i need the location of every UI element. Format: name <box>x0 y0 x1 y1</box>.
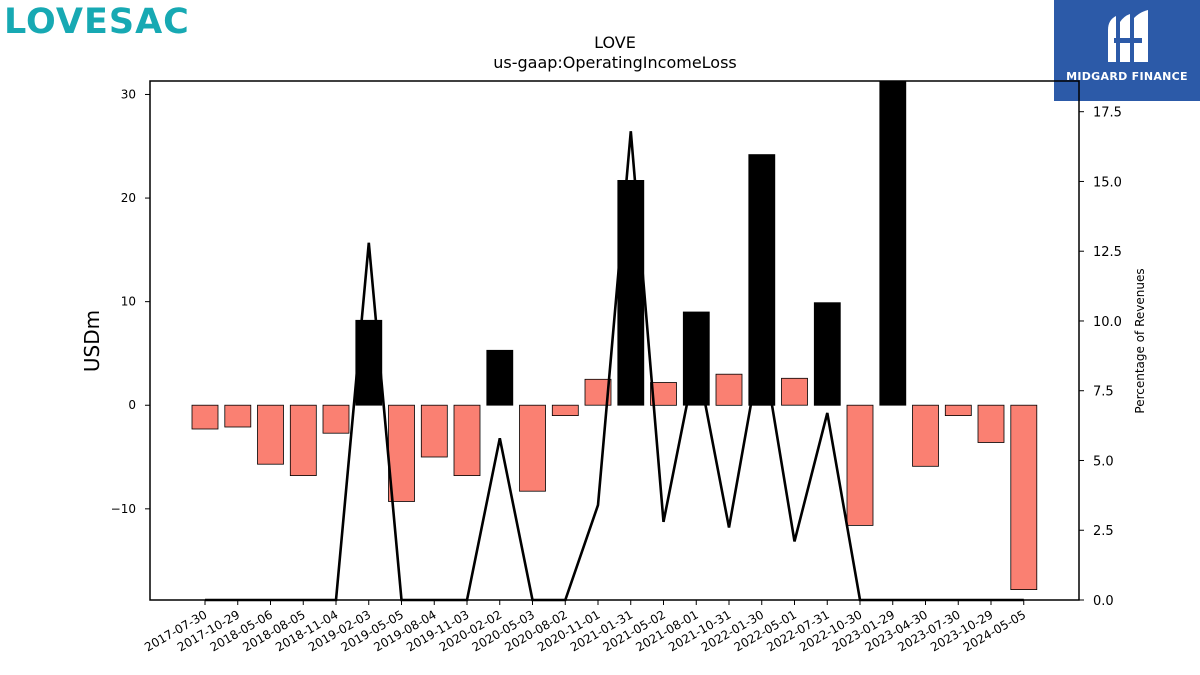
bar-2022-10-30 <box>846 404 874 526</box>
bar-2018-11-04 <box>322 404 350 434</box>
y2-tick-label: 15.0 <box>1093 175 1122 190</box>
y2-tick-label: 10.0 <box>1093 315 1122 330</box>
y-tick-label: 10 <box>121 295 136 309</box>
y2-tick-label: 5.0 <box>1093 454 1114 469</box>
y-tick-label: 0 <box>128 398 136 412</box>
plot-frame <box>149 80 1080 601</box>
chart-title: LOVE <box>594 33 636 52</box>
bar-2021-01-31 <box>617 179 645 406</box>
y2-axis-label: Percentage of Revenues <box>1133 268 1147 413</box>
bar-2023-01-29 <box>879 80 907 406</box>
bars <box>191 80 1038 591</box>
bar-2020-05-03 <box>519 404 546 492</box>
bar-2017-07-30 <box>191 404 219 430</box>
bar-2023-10-29 <box>977 404 1005 443</box>
chart-subtitle: us-gaap:OperatingIncomeLoss <box>493 53 737 72</box>
bar-2022-07-31 <box>813 302 841 406</box>
bar-2020-02-02 <box>486 349 514 406</box>
partner-logo: MIDGARD FINANCE <box>1054 0 1200 101</box>
partner-name: MIDGARD FINANCE <box>1066 70 1188 83</box>
y2-tick-label: 17.5 <box>1093 106 1122 121</box>
bar-2024-05-05 <box>1010 404 1038 591</box>
bar-2021-05-02 <box>650 382 677 406</box>
y-tick-label: 30 <box>121 87 136 101</box>
bar-2023-04-30 <box>912 404 939 467</box>
bar-2018-05-06 <box>257 404 284 465</box>
bar-2019-11-03 <box>453 404 481 477</box>
x-axis: 2017-07-302017-10-292018-05-062018-08-05… <box>142 600 1028 654</box>
bar-2019-08-04 <box>420 404 448 458</box>
y-tick-label: 20 <box>121 191 136 205</box>
bar-2023-07-30 <box>944 404 972 417</box>
y-tick-label: −10 <box>111 502 136 516</box>
y2-tick-label: 12.5 <box>1093 245 1122 260</box>
bar-2022-05-01 <box>781 377 808 406</box>
y-axis-right: 0.0 2.5 5.0 7.5 10.0 12.5 15.0 17.5 <box>1079 106 1122 609</box>
y-axis-left: −10 0 10 20 30 <box>111 87 150 516</box>
bar-2018-08-05 <box>289 404 317 477</box>
bar-2021-10-31 <box>715 373 743 406</box>
y2-tick-label: 7.5 <box>1093 385 1114 400</box>
y-axis-label: USDm <box>80 310 104 372</box>
y2-tick-label: 0.0 <box>1093 594 1114 609</box>
bar-2019-05-05 <box>388 404 415 502</box>
brand-logo: LOVESAC <box>4 2 190 42</box>
bar-2017-10-29 <box>224 404 252 428</box>
bar-2020-08-02 <box>551 404 579 417</box>
bar-2022-01-30 <box>748 154 776 406</box>
y2-tick-label: 2.5 <box>1093 524 1114 539</box>
partner-mark-icon <box>1108 10 1148 62</box>
